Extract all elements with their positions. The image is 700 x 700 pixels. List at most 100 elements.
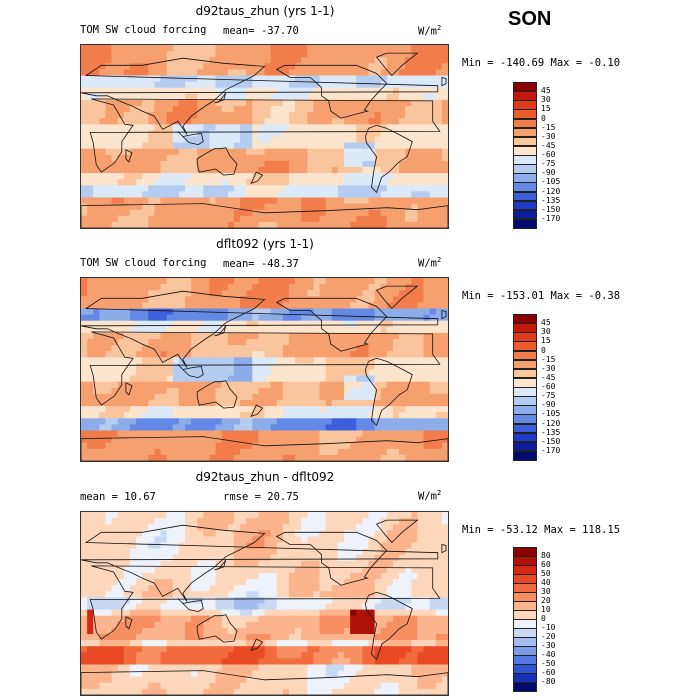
field-cell [435, 381, 443, 389]
field-cell [307, 351, 314, 358]
field-cell [129, 548, 137, 556]
field-cell [417, 634, 424, 641]
field-cell [191, 57, 198, 64]
field-cell [386, 400, 394, 407]
field-cell [399, 430, 406, 437]
field-cell [325, 357, 333, 364]
field-cell [129, 154, 137, 162]
field-cell [301, 118, 308, 125]
field-cell [276, 560, 284, 568]
field-cell [81, 136, 88, 143]
field-cell [356, 51, 363, 58]
field-cell [178, 363, 186, 370]
field-cell [325, 308, 333, 315]
field-cell [215, 363, 223, 370]
field-cell [93, 179, 100, 186]
field-cell [374, 209, 382, 217]
field-cell [178, 148, 186, 156]
field-cell [337, 424, 345, 431]
field-cell [295, 345, 302, 352]
field-cell [160, 406, 168, 413]
field-cell [331, 345, 339, 352]
field-cell [240, 326, 247, 334]
field-cell [362, 154, 369, 162]
field-cell [172, 393, 180, 401]
field-cell [197, 548, 204, 556]
field-cell [129, 106, 137, 113]
field-cell [240, 57, 247, 64]
field-cell [142, 215, 149, 223]
field-cell [362, 302, 369, 309]
field-cell [411, 63, 418, 70]
field-cell [356, 308, 363, 315]
field-cell [197, 278, 204, 285]
field-cell [350, 69, 357, 76]
field-cell [344, 518, 351, 525]
field-cell [276, 278, 284, 285]
field-cell [240, 524, 247, 531]
field-cell [129, 542, 137, 549]
field-cell [423, 81, 431, 89]
field-cell [380, 75, 388, 82]
field-cell [99, 284, 106, 291]
field-cell [356, 179, 363, 186]
field-cell [252, 106, 259, 113]
field-cell [258, 130, 265, 137]
field-cell [93, 615, 100, 623]
field-cell [362, 112, 369, 119]
field-cell [337, 75, 345, 82]
field-cell [411, 448, 418, 456]
colorbar-tick-label: -15 [541, 122, 556, 132]
field-cell [184, 448, 192, 456]
field-cell [233, 357, 241, 364]
field-cell [380, 197, 388, 204]
field-cell [392, 363, 400, 370]
field-cell [99, 197, 106, 204]
field-cell [270, 634, 278, 641]
field-cell [197, 209, 204, 217]
field-cell [123, 63, 131, 70]
field-cell [282, 621, 290, 629]
field-cell [166, 512, 174, 519]
coastline [375, 285, 419, 310]
field-cell [392, 381, 400, 389]
field-cell [405, 512, 412, 519]
field-cell [197, 448, 204, 456]
field-cell [148, 512, 155, 519]
field-cell [221, 63, 229, 70]
field-cell [399, 585, 406, 592]
field-cell [331, 530, 339, 537]
field-cell [319, 173, 327, 180]
field-cell [81, 173, 88, 180]
field-cell [184, 179, 192, 186]
field-cell [105, 512, 112, 519]
field-cell [282, 118, 290, 125]
field-cell [411, 554, 418, 562]
field-cells [81, 512, 448, 695]
field-cell [215, 185, 223, 192]
field-cell [148, 542, 155, 549]
field-cell [392, 290, 400, 297]
field-cell [148, 308, 155, 315]
field-cell [148, 130, 155, 137]
field-cell [111, 142, 119, 150]
field-cell [331, 442, 339, 450]
field-cell [142, 597, 149, 604]
field-cell [441, 197, 448, 204]
field-cell [288, 278, 296, 285]
field-cell [313, 418, 320, 425]
field-cell [93, 591, 100, 598]
field-cell [356, 93, 363, 101]
field-cell [374, 381, 382, 389]
field-cell [417, 357, 424, 364]
field-cell [307, 112, 314, 119]
field-cell [337, 221, 345, 228]
field-cell [172, 369, 180, 376]
field-cell [319, 609, 327, 617]
field-cell [154, 424, 161, 431]
field-cell [301, 363, 308, 370]
field-cell [399, 609, 406, 617]
field-cell [368, 345, 375, 352]
field-cell [111, 591, 119, 598]
field-cell [276, 454, 284, 461]
